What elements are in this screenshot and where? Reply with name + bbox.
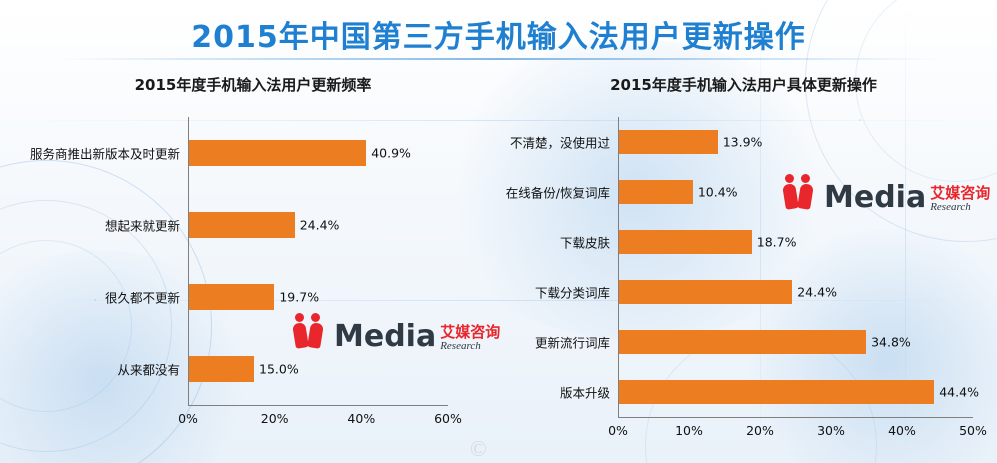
page-title: 2015年中国第三方手机输入法用户更新操作 xyxy=(191,20,806,55)
bar xyxy=(189,356,254,382)
bar xyxy=(189,212,295,238)
bar-value-label: 15.0% xyxy=(259,361,299,377)
bar xyxy=(619,180,693,204)
bar xyxy=(619,380,935,404)
chart-panel-operations: 2015年度手机输入法用户具体更新操作 不清楚，没使用过 13.9% 在线备份/恢复… xyxy=(500,74,987,454)
category-label: 更新流行词库 xyxy=(534,335,610,351)
x-axis-line xyxy=(188,405,448,406)
x-tick-label: 20% xyxy=(746,423,774,438)
imedia-logo-cn: 艾媒咨询 xyxy=(440,323,501,341)
imedia-logo-sub: Research xyxy=(440,340,481,352)
category-label: 不清楚，没使用过 xyxy=(509,135,610,151)
chart-panel-frequency: 2015年度手机输入法用户更新频率 服务商推出新版本及时更新 40.9% 想起来就更… xyxy=(18,74,488,454)
category-label: 从来都没有 xyxy=(117,362,180,378)
category-label: 想起来就更新 xyxy=(104,218,180,234)
imedia-figures-icon xyxy=(782,173,822,213)
x-tick-label: 0% xyxy=(178,411,198,426)
x-tick-label: 20% xyxy=(260,411,289,426)
imedia-logo-sub: Research xyxy=(930,201,971,213)
x-tick-label: 40% xyxy=(888,423,916,438)
x-tick-label: 50% xyxy=(959,423,987,438)
chart-title-operations: 2015年度手机输入法用户具体更新操作 xyxy=(610,76,877,94)
bar xyxy=(189,284,275,310)
bar xyxy=(189,140,367,166)
x-tick-label: 40% xyxy=(347,411,376,426)
bar xyxy=(619,230,752,254)
bar-value-label: 13.9% xyxy=(722,134,763,150)
x-tick-label: 60% xyxy=(434,411,462,426)
y-axis-line xyxy=(618,117,619,417)
category-label: 下载分类词库 xyxy=(534,285,610,301)
bar-value-label: 18.7% xyxy=(756,234,797,250)
title-divider xyxy=(60,58,940,60)
bar-chart-operations: 不清楚，没使用过 13.9% 在线备份/恢复词库 10.4% 下载皮肤 18.7% 下载分类… xyxy=(500,109,987,454)
chart-title-frequency: 2015年度手机输入法用户更新频率 xyxy=(134,76,372,94)
imedia-logo-cn: 艾媒咨询 xyxy=(930,184,991,202)
watermark: © xyxy=(470,436,487,461)
bar xyxy=(619,280,793,304)
bar-value-label: 19.7% xyxy=(279,289,320,305)
bar-value-label: 44.4% xyxy=(939,384,979,400)
bar-value-label: 10.4% xyxy=(697,184,738,200)
imedia-figures-icon xyxy=(292,312,332,352)
x-tick-label: 10% xyxy=(675,423,703,438)
imedia-logo-word: Media xyxy=(334,319,437,354)
category-label: 版本升级 xyxy=(559,385,610,401)
category-label: 下载皮肤 xyxy=(559,235,610,251)
bar-value-label: 34.8% xyxy=(871,334,911,350)
category-label: 在线备份/恢复词库 xyxy=(505,185,610,201)
imedia-logo-word: Media xyxy=(824,180,927,215)
bar-value-label: 24.4% xyxy=(797,284,837,300)
x-tick-label: 0% xyxy=(608,423,628,438)
bar-value-label: 40.9% xyxy=(371,145,411,161)
bar xyxy=(619,330,867,354)
category-label: 服务商推出新版本及时更新 xyxy=(29,146,180,162)
bar-value-label: 24.4% xyxy=(299,217,340,233)
bar xyxy=(619,130,718,154)
imedia-logo-right: Media 艾媒咨询 Research xyxy=(782,173,990,213)
category-label: 很久都不更新 xyxy=(104,290,180,306)
x-tick-label: 30% xyxy=(817,423,845,438)
x-axis-line xyxy=(618,417,973,418)
imedia-logo-left: Media 艾媒咨询 Research xyxy=(292,312,500,352)
y-axis-line xyxy=(188,117,189,405)
bar-chart-frequency: 服务商推出新版本及时更新 40.9% 想起来就更新 24.4% 很久都不更新 19.7% 从… xyxy=(18,109,488,454)
